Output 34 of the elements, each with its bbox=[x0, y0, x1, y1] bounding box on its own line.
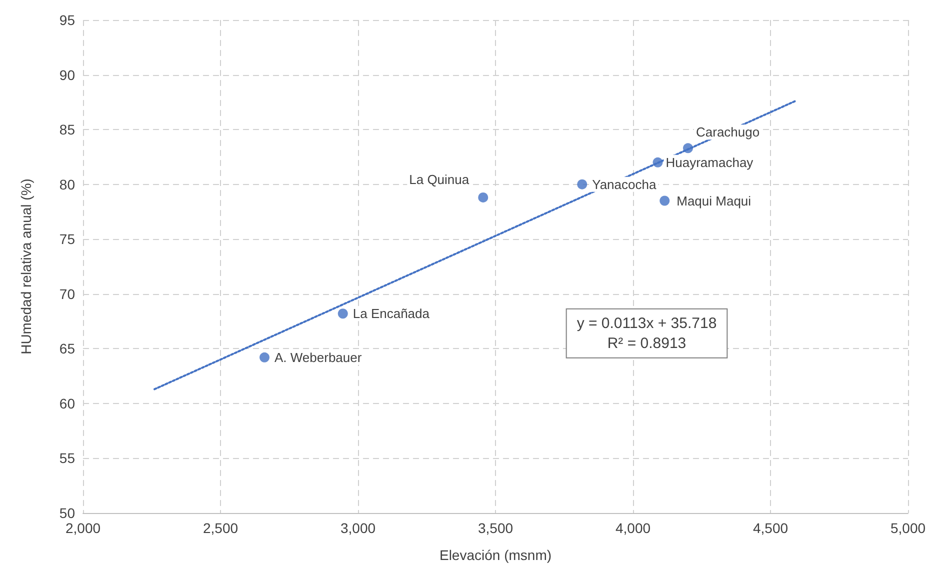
x-tick-label: 5,000 bbox=[890, 520, 926, 536]
x-tick-label: 3,500 bbox=[478, 520, 514, 536]
x-tick-label: 2,500 bbox=[202, 520, 238, 536]
point bbox=[652, 157, 663, 168]
point bbox=[660, 196, 670, 206]
x-tick-label: 4,500 bbox=[752, 520, 788, 536]
annotation: La Encañada bbox=[352, 306, 430, 322]
annotation: Carachugo bbox=[696, 124, 760, 140]
y-tick-label: 95 bbox=[59, 12, 76, 28]
annotation: Yanacocha bbox=[592, 176, 657, 192]
y-tick-label: 70 bbox=[59, 286, 76, 302]
annotation: A. Weberbauer bbox=[274, 350, 362, 365]
point bbox=[338, 308, 348, 319]
y-tick-label: 80 bbox=[59, 176, 76, 192]
y-tick-label: 50 bbox=[59, 505, 76, 521]
point bbox=[478, 192, 488, 202]
y-tick-label: 55 bbox=[59, 450, 76, 466]
y-tick-label: 90 bbox=[59, 66, 76, 83]
y-tick-label: 65 bbox=[59, 340, 76, 357]
y-tick-label: 60 bbox=[59, 395, 76, 412]
point bbox=[577, 179, 588, 190]
point bbox=[683, 143, 693, 154]
y-tick-label: 85 bbox=[59, 122, 76, 138]
annotation: y = 0.0113x + 35.718 R² = 0.8913 bbox=[576, 314, 717, 352]
point bbox=[260, 352, 270, 362]
x-axis-title: Elevación (msnm) bbox=[439, 547, 552, 563]
annotation: Maqui Maqui bbox=[676, 193, 752, 208]
x-tick-label: 2,000 bbox=[65, 520, 101, 536]
x-tick-label: 3,000 bbox=[340, 520, 376, 536]
annotation: Huayramachay bbox=[666, 154, 754, 170]
y-axis-title: HUmedad relativa anual (%) bbox=[18, 178, 34, 354]
annotation: La Quinua bbox=[409, 172, 470, 187]
x-tick-label: 4,000 bbox=[615, 520, 651, 536]
y-tick-label: 75 bbox=[59, 231, 76, 248]
